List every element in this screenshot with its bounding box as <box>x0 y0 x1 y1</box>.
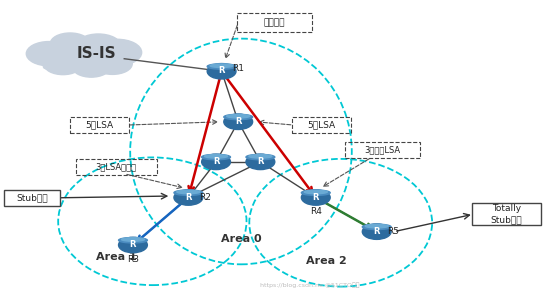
Text: IS-IS: IS-IS <box>76 46 116 61</box>
Circle shape <box>45 39 104 71</box>
Circle shape <box>362 224 391 239</box>
Text: R5: R5 <box>387 227 399 236</box>
Text: R: R <box>213 157 219 166</box>
Ellipse shape <box>246 154 275 160</box>
Text: 3类LSA和默省: 3类LSA和默省 <box>96 162 137 171</box>
Text: Area 2: Area 2 <box>306 256 347 266</box>
Text: R: R <box>257 157 264 166</box>
Text: https://blog.csdn.ne @51CTO博客: https://blog.csdn.ne @51CTO博客 <box>260 282 360 288</box>
Text: 3类缺省LSA: 3类缺省LSA <box>364 146 401 155</box>
Circle shape <box>93 53 132 74</box>
Circle shape <box>73 57 110 77</box>
Circle shape <box>301 190 330 205</box>
Text: Area 1: Area 1 <box>96 252 137 262</box>
Text: R: R <box>312 193 319 202</box>
Ellipse shape <box>362 224 391 230</box>
Circle shape <box>26 42 71 66</box>
Ellipse shape <box>204 154 228 158</box>
Text: R1: R1 <box>232 64 244 73</box>
Circle shape <box>119 237 147 253</box>
Ellipse shape <box>207 64 236 69</box>
Text: Stub区域: Stub区域 <box>16 193 48 202</box>
Ellipse shape <box>301 190 330 195</box>
Text: R: R <box>218 67 225 75</box>
Text: Totally
Stub区域: Totally Stub区域 <box>490 204 522 224</box>
Text: 路由引入: 路由引入 <box>264 18 285 27</box>
Ellipse shape <box>121 238 145 241</box>
Ellipse shape <box>210 64 233 67</box>
Circle shape <box>50 33 90 54</box>
Text: R3: R3 <box>127 255 139 264</box>
FancyBboxPatch shape <box>43 50 125 69</box>
Circle shape <box>202 154 230 170</box>
Ellipse shape <box>224 114 253 120</box>
Text: R: R <box>130 240 136 249</box>
Text: R: R <box>235 117 242 126</box>
Circle shape <box>207 64 236 79</box>
Text: 5类LSA: 5类LSA <box>86 121 114 129</box>
Text: R2: R2 <box>199 193 211 202</box>
Ellipse shape <box>227 114 250 118</box>
Text: 5类LSA: 5类LSA <box>307 121 335 129</box>
Ellipse shape <box>304 190 327 194</box>
Circle shape <box>174 190 203 205</box>
Text: Area 0: Area 0 <box>220 234 261 244</box>
Ellipse shape <box>365 224 388 228</box>
Ellipse shape <box>249 154 272 158</box>
Ellipse shape <box>177 190 200 194</box>
Text: R4: R4 <box>310 207 322 216</box>
Circle shape <box>224 114 253 129</box>
Circle shape <box>44 54 82 75</box>
Circle shape <box>93 39 142 66</box>
Circle shape <box>246 154 275 170</box>
Text: R: R <box>185 193 192 202</box>
Text: R: R <box>373 227 380 236</box>
Ellipse shape <box>174 190 203 195</box>
Ellipse shape <box>202 154 230 160</box>
Ellipse shape <box>119 238 147 243</box>
Circle shape <box>76 34 121 58</box>
